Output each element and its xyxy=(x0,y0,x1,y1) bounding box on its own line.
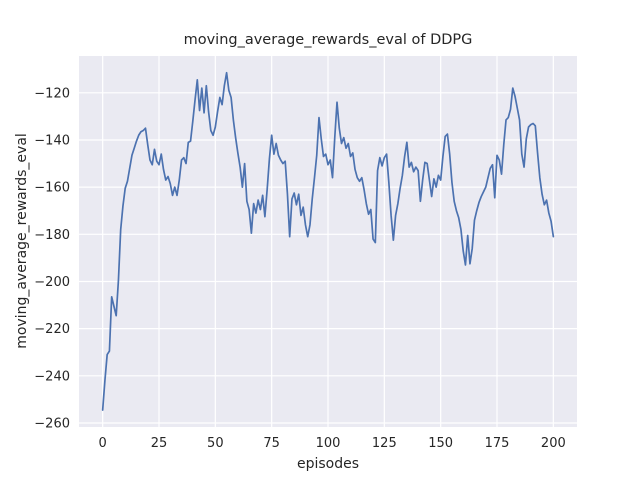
y-tick-label: −260 xyxy=(34,416,70,431)
x-tick-label: 75 xyxy=(263,436,280,451)
x-tick-label: 175 xyxy=(485,436,510,451)
y-tick-label: −160 xyxy=(34,181,70,196)
y-tick-label: −180 xyxy=(34,228,70,243)
chart-title: moving_average_rewards_eval of DDPG xyxy=(183,32,473,48)
y-tick-label: −220 xyxy=(34,322,70,337)
x-axis-label: episodes xyxy=(296,456,360,472)
y-axis-label: moving_average_rewards_eval xyxy=(14,133,30,349)
y-tick-label: −240 xyxy=(34,369,70,384)
x-tick-label: 0 xyxy=(99,436,107,451)
y-tick-label: −140 xyxy=(34,133,70,148)
x-tick-label: 50 xyxy=(207,436,224,451)
y-tick-label: −120 xyxy=(34,86,70,101)
x-tick-label: 150 xyxy=(428,436,453,451)
x-tick-label: 100 xyxy=(316,436,341,451)
x-tick-label: 125 xyxy=(372,436,397,451)
y-tick-label: −200 xyxy=(34,275,70,290)
x-tick-label: 25 xyxy=(151,436,168,451)
x-tick-label: 200 xyxy=(541,436,566,451)
data-series-line xyxy=(101,71,555,411)
